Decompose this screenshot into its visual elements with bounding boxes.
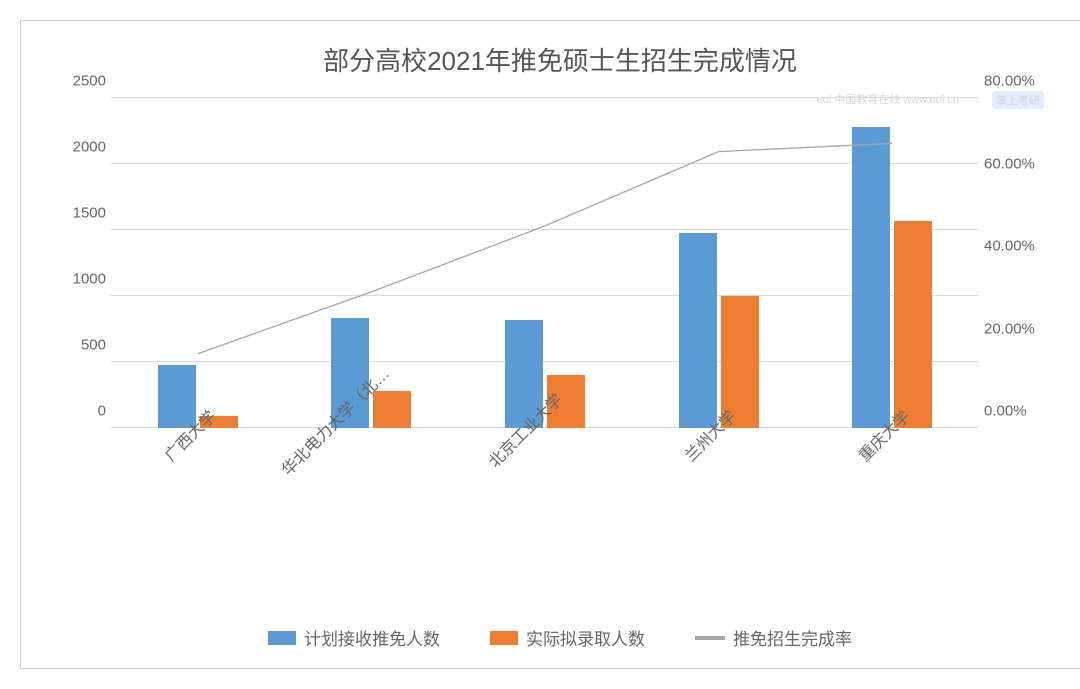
legend-label: 推免招生完成率 — [733, 625, 852, 650]
y-right-tick: 20.00% — [984, 320, 1064, 337]
y-right-tick: 80.00% — [984, 73, 1064, 90]
legend-line-rate — [695, 636, 725, 640]
legend-swatch-actual — [490, 631, 518, 645]
legend-label: 实际拟录取人数 — [526, 625, 645, 650]
y-left-tick: 1000 — [56, 271, 106, 288]
y-right-tick: 60.00% — [984, 155, 1064, 172]
legend-swatch-plan — [268, 631, 296, 645]
y-right-tick: 40.00% — [984, 238, 1064, 255]
y-right-tick: 0.00% — [984, 403, 1064, 420]
chart-container: 部分高校2021年推免硕士生招生完成情况 eol 中国教育在线 www.eol.… — [20, 20, 1080, 669]
rate-line — [111, 98, 979, 428]
legend-item-actual: 实际拟录取人数 — [490, 625, 645, 650]
y-left-tick: 0 — [56, 403, 106, 420]
y-left-tick: 2000 — [56, 139, 106, 156]
legend-item-rate: 推免招生完成率 — [695, 625, 852, 650]
y-left-tick: 500 — [56, 337, 106, 354]
legend-item-plan: 计划接收推免人数 — [268, 625, 440, 650]
y-left-tick: 2500 — [56, 73, 106, 90]
y-left-tick: 1500 — [56, 205, 106, 222]
plot-inner: 0 500 1000 1500 2000 2500 0.00% 20.00% 4… — [111, 98, 979, 428]
x-axis-labels: 广西大学 华北电力大学（北… 北京工业大学 兰州大学 重庆大学 — [111, 428, 979, 608]
legend: 计划接收推免人数 实际拟录取人数 推免招生完成率 — [21, 625, 1080, 650]
chart-title: 部分高校2021年推免硕士生招生完成情况 — [51, 41, 1069, 78]
legend-label: 计划接收推免人数 — [304, 625, 440, 650]
plot-area: 0 500 1000 1500 2000 2500 0.00% 20.00% 4… — [51, 98, 1069, 428]
